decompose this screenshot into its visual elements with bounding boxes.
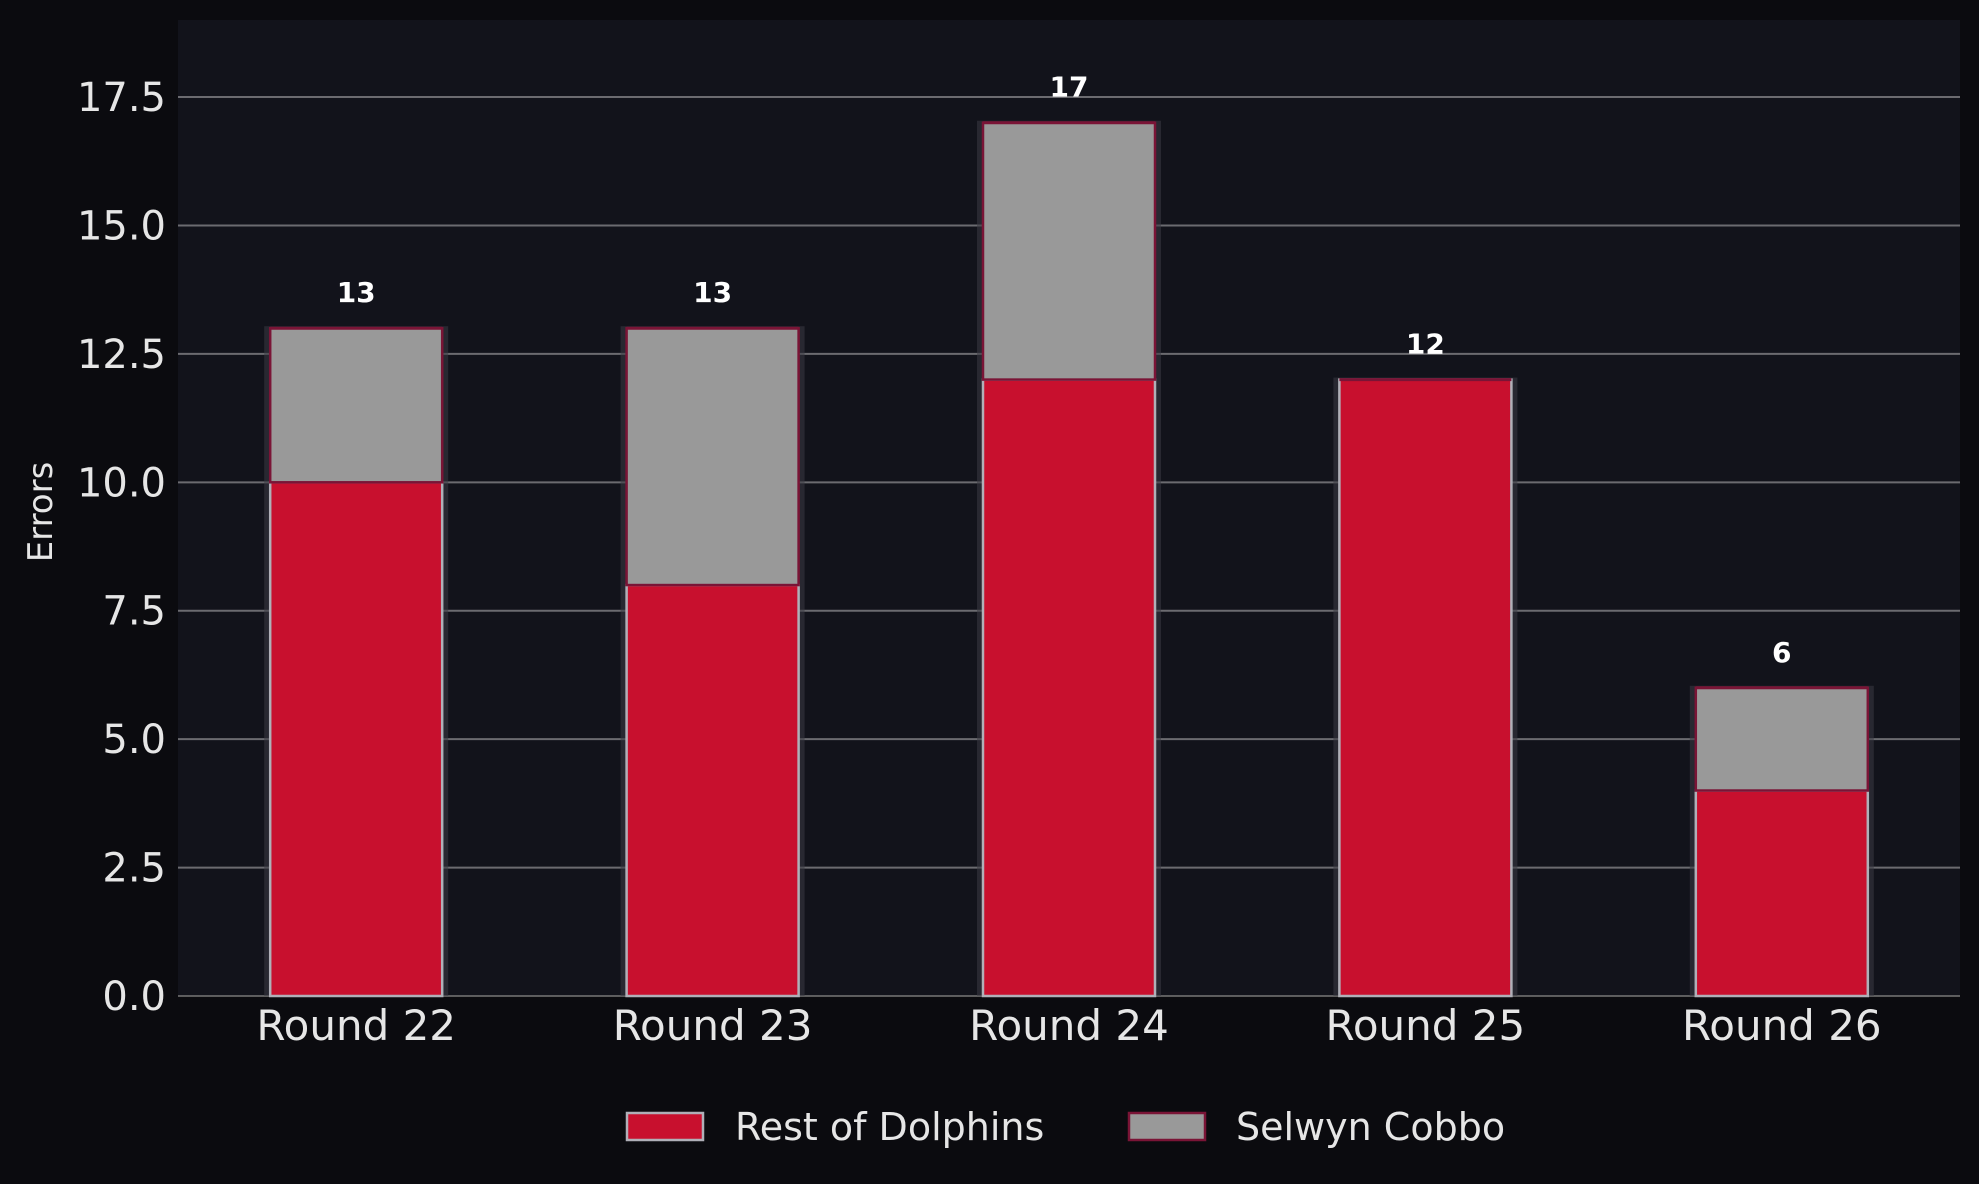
- bar-segment-rest-of-dolphins: [1338, 378, 1513, 998]
- y-tick-label: 5.0: [102, 717, 166, 763]
- bar-segment-selwyn-cobbo: [981, 121, 1157, 381]
- y-axis-ticks: 0.0 2.5 5.0 7.5 10.0 12.5 15.0 17.5: [77, 75, 166, 1020]
- y-tick-label: 10.0: [77, 460, 166, 506]
- y-tick-label: 12.5: [77, 332, 166, 378]
- x-tick-label: Round 24: [969, 1001, 1169, 1050]
- bar-segment-rest-of-dolphins: [1694, 789, 1870, 998]
- bar-segment-selwyn-cobbo: [625, 326, 800, 587]
- y-tick-label: 7.5: [102, 589, 166, 635]
- bar-total-label: 17: [1050, 71, 1089, 104]
- y-axis-label: Errors: [21, 462, 61, 563]
- bar-segment-selwyn-cobbo: [268, 326, 444, 484]
- bar-segment-rest-of-dolphins: [625, 583, 800, 998]
- y-tick-label: 0.0: [102, 974, 166, 1020]
- legend-label: Selwyn Cobbo: [1236, 1105, 1505, 1149]
- x-axis-ticks: Round 22 Round 23 Round 24 Round 25 Round 26: [256, 1001, 1881, 1050]
- bar-segment-rest-of-dolphins: [268, 481, 444, 998]
- x-tick-label: Round 26: [1682, 1001, 1882, 1050]
- legend-swatch: [625, 1111, 705, 1142]
- y-tick-label: 15.0: [77, 203, 166, 249]
- legend-label: Rest of Dolphins: [735, 1105, 1044, 1149]
- bars: [264, 120, 1874, 998]
- y-tick-label: 17.5: [77, 75, 166, 121]
- bar-total-label: 6: [1772, 636, 1791, 669]
- bar-segment-selwyn-cobbo: [1694, 686, 1870, 792]
- x-tick-label: Round 23: [613, 1001, 813, 1050]
- x-tick-label: Round 22: [256, 1001, 456, 1050]
- legend-swatch: [1127, 1111, 1207, 1142]
- bar-total-label: 13: [693, 276, 732, 309]
- x-tick-label: Round 25: [1326, 1001, 1526, 1050]
- legend: Rest of Dolphins Selwyn Cobbo: [625, 1105, 1505, 1149]
- bar-total-label: 13: [337, 276, 376, 309]
- bar-segment-rest-of-dolphins: [981, 378, 1157, 998]
- bar-total-label: 12: [1406, 328, 1445, 361]
- y-tick-label: 2.5: [102, 846, 166, 892]
- total-labels: 13 13 17 12 6: [337, 71, 1792, 669]
